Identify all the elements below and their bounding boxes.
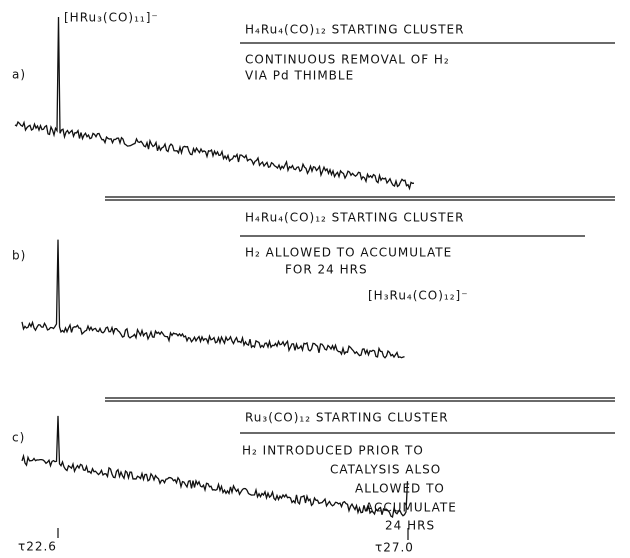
peak-label: [HRu₃(CO)₁₁]⁻: [64, 11, 159, 25]
description: VIA Pd THIMBLE: [245, 69, 354, 83]
description: CONTINUOUS REMOVAL OF H₂: [245, 53, 450, 67]
axis-label: τ22.6: [18, 540, 57, 554]
description: H₂ ALLOWED TO ACCUMULATE: [245, 246, 452, 260]
description: 24 HRS: [385, 519, 435, 533]
heading: Ru₃(CO)₁₂ STARTING CLUSTER: [245, 411, 449, 425]
panel-label: b): [12, 249, 26, 263]
peak-label: [H₃Ru₄(CO)₁₂]⁻: [368, 289, 469, 303]
spectrum-trace: [21, 239, 405, 359]
spectrum-trace: [14, 16, 415, 191]
panel-label: a): [12, 68, 26, 82]
panel-label: c): [12, 431, 25, 445]
description: ALLOWED TO: [355, 482, 445, 496]
description: CATALYSIS ALSO: [330, 463, 441, 477]
description: ACCUMULATE: [365, 501, 457, 515]
heading: H₄Ru₄(CO)₁₂ STARTING CLUSTER: [245, 23, 464, 37]
axis-label: τ27.0: [375, 541, 414, 555]
heading: H₄Ru₄(CO)₁₂ STARTING CLUSTER: [245, 211, 464, 225]
description: FOR 24 HRS: [285, 263, 368, 277]
spectrum-trace: [21, 415, 409, 518]
description: H₂ INTRODUCED PRIOR TO: [242, 444, 424, 458]
